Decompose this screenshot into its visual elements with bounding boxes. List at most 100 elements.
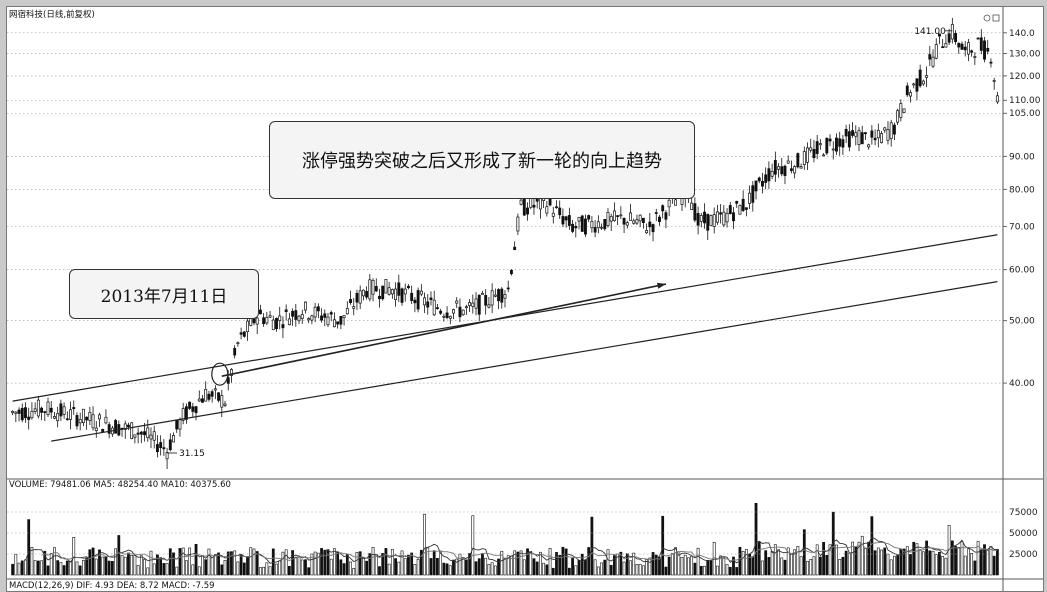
volume-bar — [500, 550, 504, 576]
candle — [802, 146, 806, 170]
candle — [413, 297, 417, 313]
candle — [332, 312, 336, 328]
y-tick-label: 130.00 — [1009, 50, 1041, 60]
candle — [722, 205, 726, 228]
volume-bar — [744, 549, 748, 576]
volume-bar — [487, 563, 491, 576]
volume-bar — [477, 558, 481, 576]
candle — [217, 391, 221, 403]
candle — [989, 58, 993, 68]
candle — [761, 172, 764, 194]
trend-arrow — [221, 283, 667, 377]
candle — [732, 207, 735, 230]
volume-bar — [896, 555, 900, 576]
candle — [854, 125, 858, 146]
volume-bar — [197, 566, 201, 576]
candle — [635, 214, 639, 225]
volume-bar — [925, 540, 928, 576]
candle — [580, 214, 584, 232]
volume-bar — [20, 560, 24, 576]
candle — [149, 427, 153, 449]
candle — [754, 180, 758, 200]
volume-bar — [802, 529, 806, 576]
volume-bar — [249, 547, 253, 576]
candle — [484, 289, 488, 315]
candle — [738, 204, 742, 215]
candle — [258, 304, 262, 315]
volume-bar — [191, 564, 195, 576]
candle — [304, 301, 307, 314]
candle — [371, 278, 375, 302]
macd-label: MACD(12,26,9) DIF: 4.93 DEA: 8.72 MACD: … — [9, 581, 215, 591]
low-price-marker: 31.15 — [179, 449, 205, 459]
candle — [899, 99, 903, 122]
volume-bar — [291, 550, 294, 576]
volume-bar — [825, 554, 829, 576]
volume-bar — [329, 558, 333, 576]
candle — [516, 213, 520, 236]
candle — [606, 208, 610, 228]
candle — [381, 285, 385, 301]
candle — [629, 203, 632, 221]
candle — [262, 313, 266, 327]
candle — [783, 164, 787, 185]
y-tick-label: 140.0 — [1009, 29, 1035, 39]
candle — [880, 130, 883, 144]
window-controls[interactable] — [983, 14, 1000, 22]
volume-bar — [921, 551, 925, 576]
candle — [201, 394, 204, 403]
volume-bar — [484, 557, 488, 576]
volume-bar — [14, 553, 18, 576]
volume-bar — [703, 565, 706, 576]
candle — [648, 212, 652, 236]
candle — [146, 419, 150, 442]
candle — [793, 165, 797, 179]
candle — [352, 297, 356, 316]
volume-bar — [622, 561, 626, 576]
volume-bar — [790, 554, 793, 576]
candle — [490, 283, 494, 314]
volume-bar — [970, 553, 974, 576]
volume-bar — [24, 559, 27, 576]
volume-bar — [918, 549, 922, 576]
volume-bar — [445, 563, 449, 576]
volume-bar — [336, 551, 340, 576]
candle — [78, 412, 82, 431]
candle — [941, 39, 945, 49]
volume-bar — [281, 551, 285, 576]
candle — [719, 204, 723, 224]
volume-bar — [94, 558, 98, 576]
chart-title: 网宿科技(日线,前复权) — [9, 9, 95, 20]
volume-bar — [973, 560, 977, 576]
window-restore-icon[interactable] — [992, 14, 1000, 22]
candle — [268, 310, 272, 319]
candle — [117, 420, 121, 437]
volume-bar — [436, 557, 439, 576]
y-tick-label: 50.00 — [1009, 317, 1035, 327]
circle-icon[interactable] — [983, 14, 991, 22]
volume-bar — [46, 565, 50, 576]
volume-bar — [110, 561, 114, 576]
volume-bar — [828, 544, 832, 576]
candle — [458, 298, 462, 323]
candle — [368, 273, 372, 302]
candle — [239, 327, 243, 340]
volume-bar — [313, 551, 317, 576]
candle — [966, 39, 970, 62]
volume-bar — [928, 550, 932, 576]
volume-bar — [236, 561, 240, 576]
volume-bar — [667, 556, 671, 576]
candle — [664, 210, 668, 229]
candle — [526, 202, 529, 221]
volume-bar — [857, 541, 861, 576]
volume-bar — [181, 547, 185, 576]
volume-bar — [529, 551, 533, 576]
volume-bar — [27, 519, 31, 576]
candle — [394, 282, 398, 307]
volume-bar — [709, 560, 713, 576]
candle — [242, 331, 246, 338]
candle — [162, 439, 166, 456]
volume-bar — [40, 560, 43, 576]
volume-bar — [304, 559, 307, 576]
candle — [168, 433, 172, 452]
